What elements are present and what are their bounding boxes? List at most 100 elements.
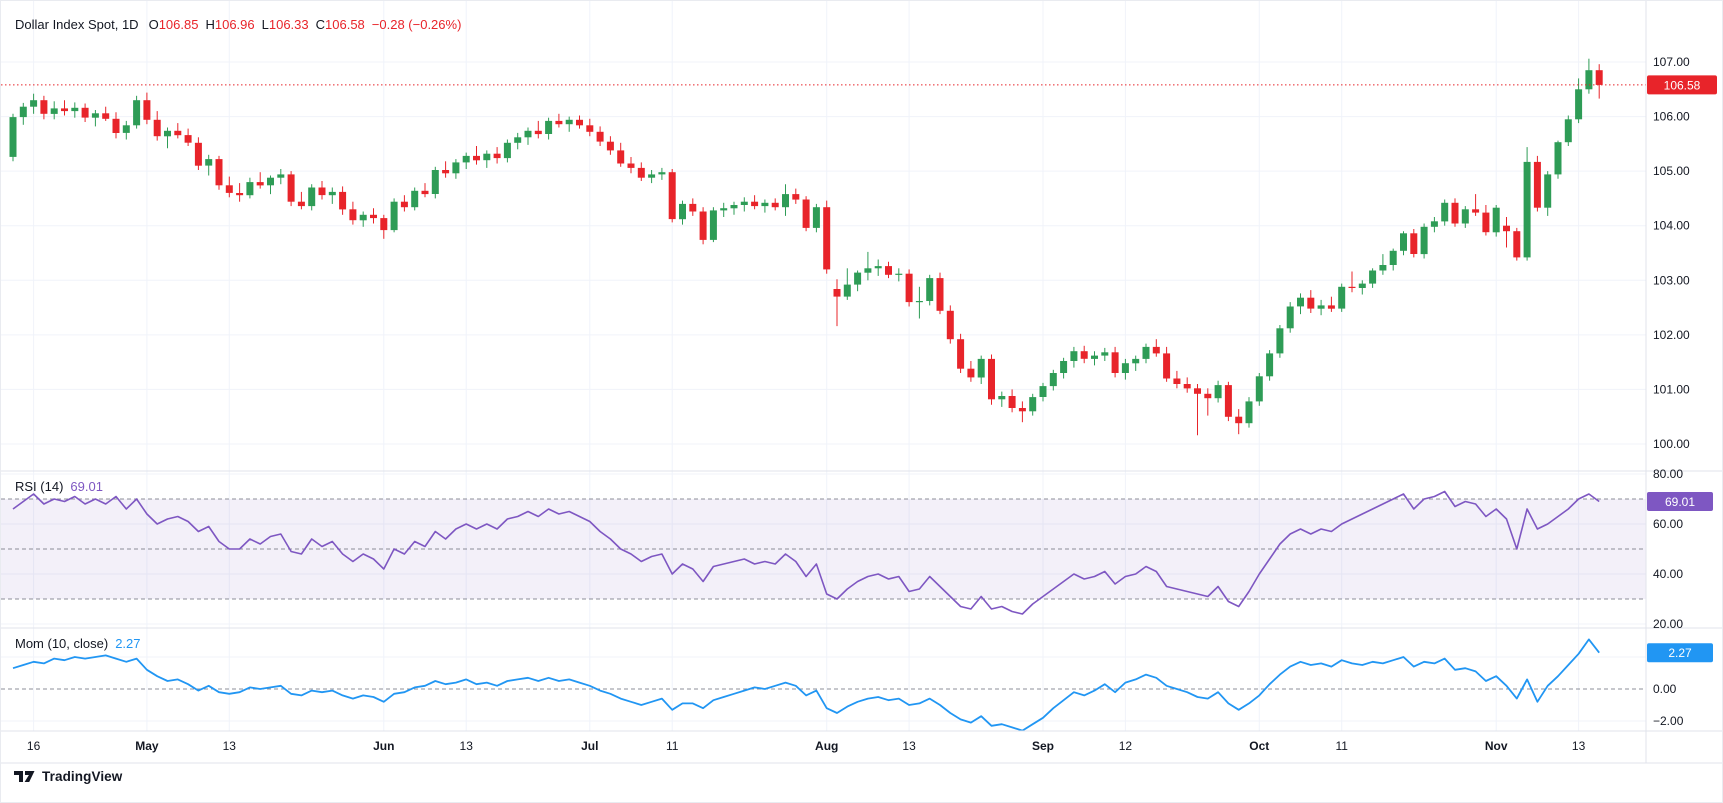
mom-tick-label: −2.00: [1653, 714, 1684, 728]
candle-body: [1358, 283, 1366, 288]
rsi-tick-label: 20.00: [1653, 617, 1683, 631]
legend-mom[interactable]: Mom (10, close) 2.27: [15, 636, 141, 651]
candle-body: [1255, 376, 1263, 402]
candle-body: [1523, 161, 1531, 258]
ohlc-high-value: 106.96: [214, 17, 255, 32]
candle-body: [977, 358, 985, 378]
last-price-badge: [1647, 75, 1717, 95]
candle-body: [308, 187, 316, 207]
ohlc-close-label: C: [315, 17, 326, 32]
ohlc-open-value: 106.85: [158, 17, 199, 32]
ohlc-high: H 106.96: [205, 17, 254, 32]
tradingview-attribution[interactable]: TradingView: [14, 769, 122, 784]
candle-body: [1348, 286, 1356, 288]
candle-body: [1060, 361, 1068, 373]
candle-body: [792, 194, 800, 200]
ohlc-low-label: L: [261, 17, 269, 32]
candle-body: [133, 100, 141, 126]
candle-body: [761, 202, 769, 207]
candle-body: [1420, 226, 1428, 255]
candle-body: [1111, 352, 1119, 373]
candle-body: [112, 118, 120, 133]
candle-body: [885, 266, 892, 275]
candle-body: [1121, 363, 1129, 373]
candle-body: [1544, 174, 1552, 208]
candle-body: [9, 117, 17, 157]
candle-body: [1018, 408, 1026, 412]
candle-body: [236, 193, 244, 196]
mom-value: 2.27: [115, 636, 141, 651]
candle-body: [514, 137, 522, 143]
candle-body: [895, 273, 903, 275]
time-tick-label: Jul: [581, 739, 598, 753]
ohlc-open: O 106.85: [149, 17, 199, 32]
candle-body: [1245, 401, 1253, 424]
mom-tick-label: 0.00: [1653, 682, 1677, 696]
candle-body: [668, 172, 676, 220]
candle-body: [102, 113, 110, 119]
candle-body: [421, 190, 429, 195]
candle-body: [534, 130, 542, 135]
candle-body: [503, 142, 511, 159]
time-axis[interactable]: 16 May 13 Jun 13 Jul 11 Aug 13 Sep 12 Oct 11 Nov 13: [27, 739, 1586, 753]
candle-body: [864, 268, 872, 273]
candle-body: [1266, 353, 1274, 377]
mom-badge-text: 2.27: [1668, 646, 1692, 660]
candle-body: [1235, 416, 1243, 424]
price-axis[interactable]: 107.00 106.00 105.00 104.00 103.00 102.00 101.…: [1653, 55, 1690, 728]
rsi-value: 69.01: [70, 479, 103, 494]
candle-body: [1152, 346, 1160, 354]
candle-body: [122, 125, 130, 133]
symbol-title[interactable]: Dollar Index Spot, 1D: [15, 17, 139, 32]
rsi-tick-label: 60.00: [1653, 517, 1683, 531]
candle-body: [1173, 378, 1181, 384]
candle-body: [833, 289, 841, 297]
candle-body: [524, 130, 532, 138]
candle-body: [493, 153, 501, 159]
candle-body: [174, 130, 182, 136]
candle-body: [740, 201, 748, 205]
candle-body: [1410, 233, 1418, 254]
ohlc-close: C 106.58: [316, 17, 365, 32]
candle-body: [1183, 384, 1191, 389]
mom-label[interactable]: Mom (10, close): [15, 636, 109, 651]
candle-body: [606, 141, 614, 151]
candle-body: [1307, 297, 1315, 309]
candle-body: [1276, 328, 1284, 354]
candle-body: [19, 106, 27, 118]
candle-body: [1204, 393, 1212, 399]
candle-body: [164, 130, 171, 137]
candle-body: [1327, 305, 1335, 309]
rsi-label[interactable]: RSI (14): [15, 479, 64, 494]
candle-body: [854, 272, 862, 285]
candle-body: [1029, 397, 1037, 412]
candle-body: [462, 155, 470, 163]
candle-body: [318, 187, 326, 196]
candle-body: [1224, 385, 1232, 417]
ohlc-low: L 106.33: [262, 17, 309, 32]
legend-rsi[interactable]: RSI (14) 69.01: [15, 479, 103, 494]
candle-body: [143, 100, 151, 120]
candle-body: [751, 201, 759, 207]
candle-body: [1389, 250, 1397, 265]
candle-body: [565, 119, 573, 125]
candle-body: [483, 153, 491, 161]
time-tick-label: Jun: [373, 739, 394, 753]
candle-body: [596, 131, 604, 142]
candle-body: [91, 113, 99, 118]
candle-body: [1461, 209, 1469, 224]
time-tick-label: Sep: [1032, 739, 1054, 753]
candle-body: [400, 201, 408, 208]
candle-body: [1585, 70, 1593, 90]
candle-body: [843, 284, 851, 297]
candle-body: [627, 163, 635, 168]
candle-body: [730, 205, 738, 209]
price-tick-label: 106.00: [1653, 110, 1690, 124]
candle-body: [1163, 353, 1171, 379]
candle-body: [648, 174, 656, 178]
gridlines: [1, 1, 1646, 731]
change-value: −0.28 (−0.26%): [371, 17, 462, 32]
candle-body: [30, 100, 38, 107]
